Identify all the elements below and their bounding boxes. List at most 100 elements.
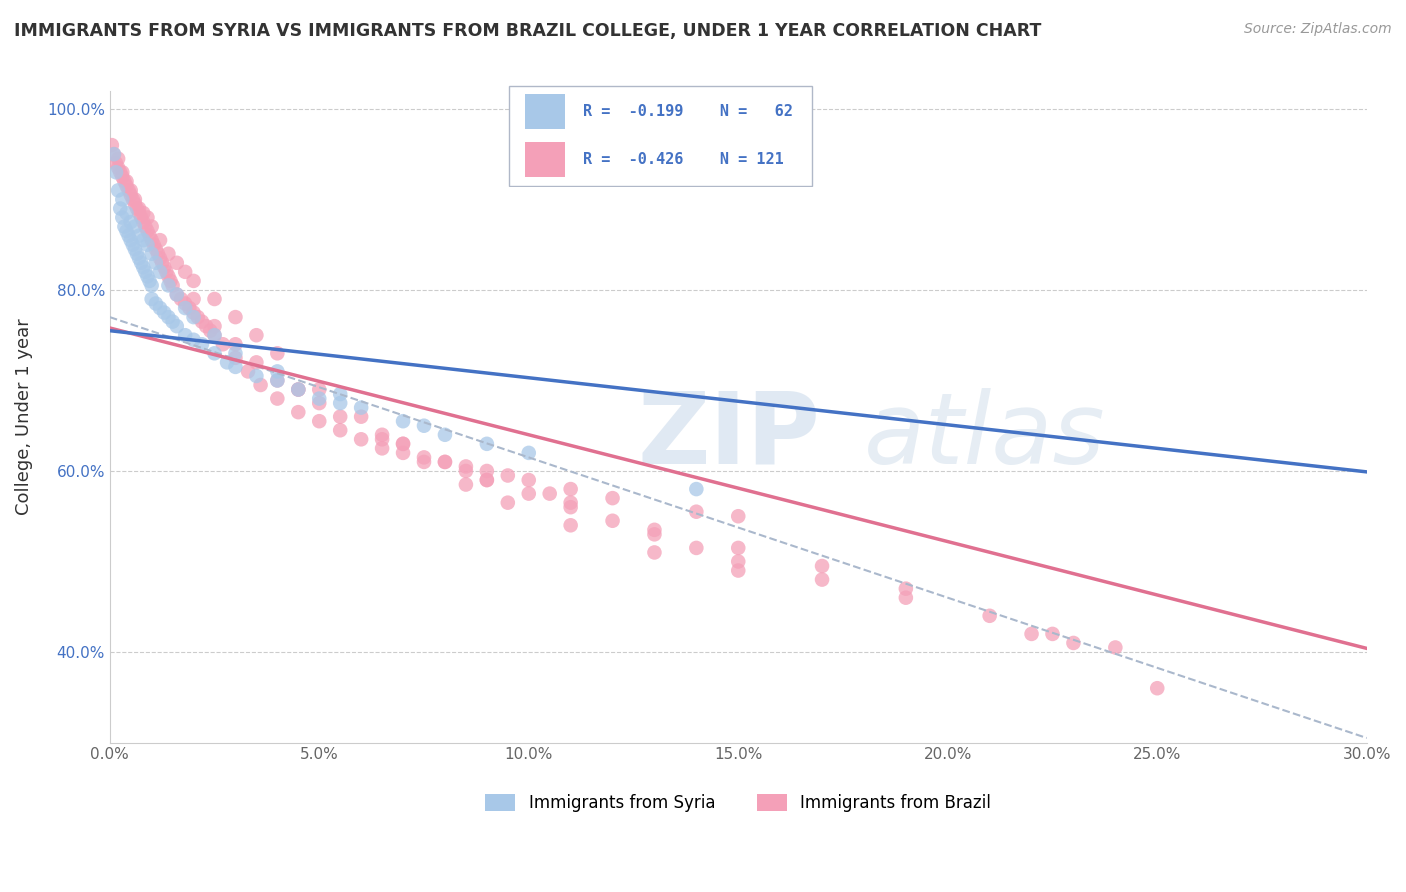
Point [111,211,134,225]
Point [245,355,267,369]
Point [136,269,159,284]
Point [111,193,134,207]
Point [183,305,205,319]
Point [454,477,477,491]
Point [145,242,167,256]
Point [128,202,150,216]
Point [149,301,172,315]
Point [121,237,143,252]
Point [112,174,135,188]
Point [350,409,373,424]
Point [191,315,214,329]
Point [224,359,246,374]
Point [146,246,169,260]
Point [170,292,193,306]
Point [129,256,152,270]
Legend: Immigrants from Syria, Immigrants from Brazil: Immigrants from Syria, Immigrants from B… [478,788,998,819]
Point [245,328,267,343]
Point [727,564,749,578]
Point [125,202,148,216]
Point [103,147,125,161]
Point [145,256,167,270]
Point [129,211,152,225]
Point [149,233,172,247]
Point [287,383,309,397]
Point [413,455,436,469]
Point [560,500,582,515]
Point [894,582,917,596]
Point [392,414,415,428]
Point [191,337,214,351]
Point [727,541,749,555]
Point [120,183,142,197]
Point [643,527,665,541]
Point [157,310,180,325]
Point [159,274,181,288]
Point [392,437,415,451]
Point [128,206,150,220]
Point [538,486,561,500]
Point [124,197,146,211]
Point [112,219,135,234]
Point [685,482,707,496]
Point [1062,636,1084,650]
Point [308,392,330,406]
Point [245,368,267,383]
Point [727,554,749,568]
Point [107,161,129,175]
Point [329,409,352,424]
Point [117,228,139,243]
Point [141,246,163,260]
Point [157,278,180,293]
FancyBboxPatch shape [524,142,565,177]
Point [308,414,330,428]
Point [195,319,218,334]
Point [101,138,124,153]
Point [105,156,128,170]
Point [517,446,540,460]
Point [166,319,188,334]
Point [153,260,176,275]
Point [433,455,456,469]
Point [141,219,163,234]
Point [329,423,352,437]
Point [166,287,188,301]
Point [162,278,184,293]
Point [136,237,159,252]
Point [350,432,373,446]
Point [115,206,138,220]
Point [174,301,197,315]
Point [236,364,259,378]
Point [212,337,235,351]
Point [150,256,173,270]
Point [105,165,128,179]
Point [142,237,165,252]
Point [204,328,226,343]
Text: IMMIGRANTS FROM SYRIA VS IMMIGRANTS FROM BRAZIL COLLEGE, UNDER 1 YEAR CORRELATIO: IMMIGRANTS FROM SYRIA VS IMMIGRANTS FROM… [14,22,1042,40]
Point [329,396,352,410]
Point [174,265,197,279]
Point [183,310,205,325]
Point [103,147,125,161]
Point [141,278,163,293]
Point [204,346,226,360]
Point [224,337,246,351]
Point [134,219,156,234]
Point [249,378,271,392]
Point [120,188,142,202]
Point [117,183,139,197]
Point [266,346,288,360]
Point [124,242,146,256]
Point [560,518,582,533]
Point [149,265,172,279]
Point [111,169,134,184]
Point [811,573,834,587]
Point [371,427,394,442]
Point [643,545,665,559]
Point [1042,627,1064,641]
Point [132,233,155,247]
Point [1146,681,1168,696]
Point [141,233,163,247]
Point [979,608,1001,623]
Point [124,193,146,207]
